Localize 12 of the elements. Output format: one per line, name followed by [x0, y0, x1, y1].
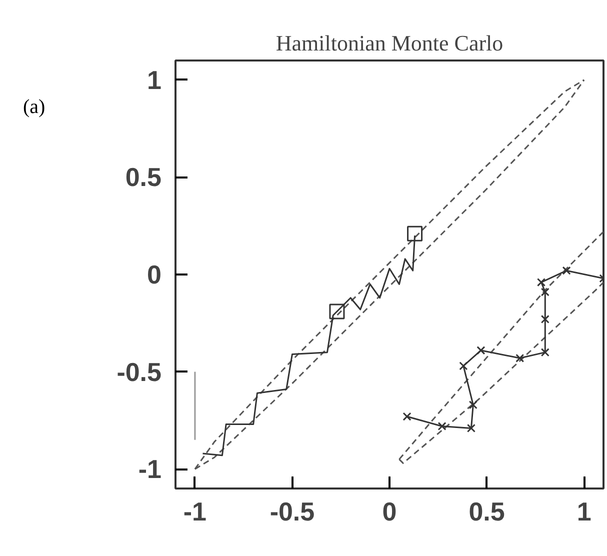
x-tick-label: 0: [382, 496, 397, 526]
y-tick-label: -0.5: [116, 356, 162, 387]
x-tick-label: -1: [183, 496, 207, 526]
y-tick-label: 1: [147, 64, 162, 95]
y-tick-label: 0: [147, 260, 162, 290]
text: (a): [23, 95, 46, 120]
y-tick-label: 0.5: [125, 162, 162, 192]
chart-title: Hamiltonian Monte Carlo: [276, 30, 504, 56]
x-tick-label: -0.5: [270, 496, 315, 526]
x-tick-label: 1: [576, 496, 592, 526]
y-tick-label: -1: [138, 454, 162, 484]
x-tick-label: 0.5: [468, 496, 505, 526]
